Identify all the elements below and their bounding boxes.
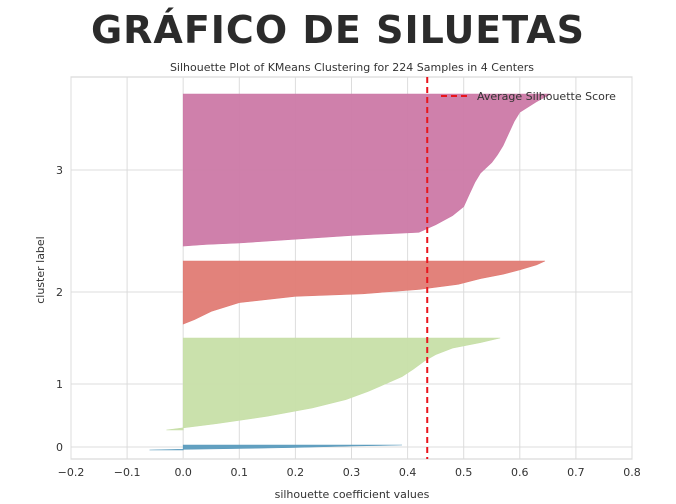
x-tick-label: 0.1 (231, 466, 249, 479)
chart-title: Silhouette Plot of KMeans Clustering for… (170, 61, 534, 74)
cluster-1-area (166, 337, 501, 431)
x-tick-label: −0.1 (114, 466, 141, 479)
axes: −0.2 −0.1 0.0 0.1 0.2 0.3 0.4 0.5 0.6 0.7 0.8 0 1 2 3 (56, 164, 641, 479)
x-tick-label: 0.6 (511, 466, 529, 479)
x-axis-label: silhouette coefficient values (275, 488, 430, 501)
y-tick-label: 2 (56, 286, 63, 299)
x-tick-label: 0.5 (455, 466, 473, 479)
x-tick-label: −0.2 (58, 466, 85, 479)
x-tick-label: 0.3 (343, 466, 361, 479)
cluster-3-area (182, 93, 551, 247)
x-tick-label: 0.0 (174, 466, 192, 479)
y-tick-label: 3 (56, 164, 63, 177)
y-tick-label: 1 (56, 378, 63, 391)
legend-label: Average Silhouette Score (477, 90, 616, 103)
legend: Average Silhouette Score (441, 90, 616, 103)
y-tick-label: 0 (56, 441, 63, 454)
cluster-0-area (149, 444, 403, 451)
x-tick-label: 0.8 (623, 466, 641, 479)
cluster-areas (149, 93, 551, 451)
banner-title: GRÁFICO DE SILUETAS (90, 8, 586, 52)
x-tick-label: 0.7 (567, 466, 585, 479)
y-axis-label: cluster label (34, 236, 47, 304)
x-tick-label: 0.4 (399, 466, 417, 479)
x-tick-label: 0.2 (287, 466, 305, 479)
cluster-2-area (182, 260, 546, 325)
